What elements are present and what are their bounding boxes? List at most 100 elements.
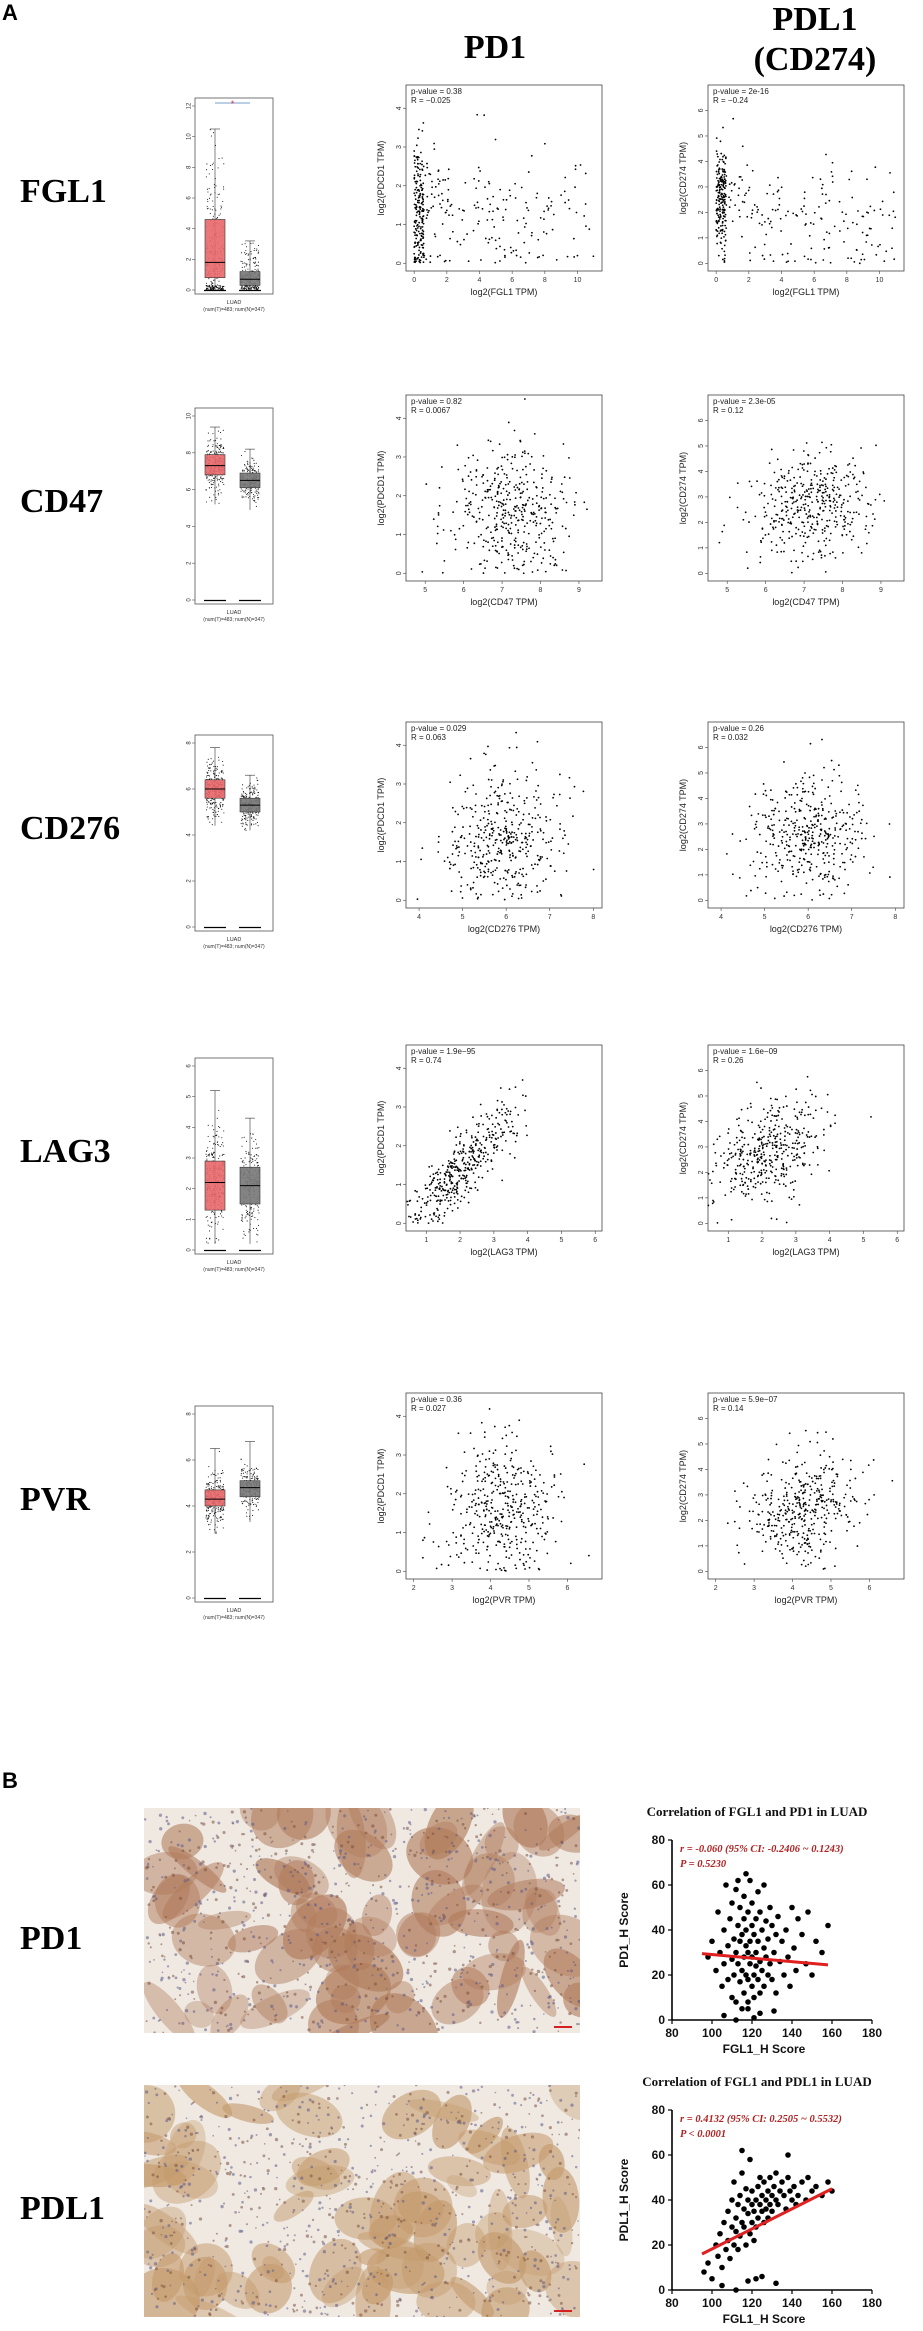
scatter-point — [718, 541, 721, 544]
scatter-point — [474, 804, 477, 807]
scatter-point — [828, 232, 831, 235]
scatter-point — [487, 778, 490, 781]
boxplot-tick-label: 4 — [187, 833, 193, 837]
scatter-point — [422, 198, 425, 201]
scatter-point — [763, 258, 766, 260]
significance-star: * — [231, 99, 235, 109]
boxplot-point — [221, 157, 223, 159]
scatter-point — [505, 844, 508, 846]
boxplot-point — [244, 252, 246, 254]
scatter-point — [720, 152, 723, 155]
scatter-point — [478, 563, 481, 566]
scatter-point — [748, 252, 751, 254]
scatter-point — [774, 486, 777, 489]
boxplot-point — [258, 1206, 260, 1208]
boxplot-point — [247, 268, 249, 270]
boxplot-point — [216, 278, 218, 280]
scatter-point — [559, 823, 562, 825]
scatter-point — [556, 804, 558, 807]
boxplot-point — [221, 445, 223, 447]
scatter-point — [718, 167, 721, 170]
scatter-point — [828, 855, 830, 857]
scatter-point — [501, 1113, 504, 1116]
boxplot-point — [256, 490, 258, 492]
scatter-pvalue: p-value = 1.9e−95 — [411, 1047, 476, 1056]
scatter-point — [819, 833, 822, 835]
scatter-point — [801, 842, 804, 845]
scatter-point — [450, 203, 453, 206]
boxplot-point — [222, 200, 224, 203]
boxplot-point — [216, 196, 218, 198]
scatter-point — [416, 158, 419, 161]
scatter-point — [845, 533, 848, 536]
scatter-point — [731, 220, 734, 223]
scatter-point — [738, 187, 740, 190]
scatter-point — [499, 501, 502, 504]
scatter-point — [497, 802, 500, 804]
boxplot-point — [252, 1158, 254, 1161]
boxplot-point — [221, 1137, 223, 1139]
scatter-point — [543, 210, 546, 213]
boxplot-point — [243, 817, 246, 820]
scatter-point — [474, 855, 477, 858]
scatter-xtick-label: 6 — [462, 587, 466, 594]
scatter-point — [422, 237, 424, 240]
scatter-point — [889, 171, 891, 174]
scatter-point — [782, 519, 785, 521]
boxplot-point — [253, 790, 255, 792]
scatter-point — [497, 484, 500, 487]
scatter-point — [826, 494, 829, 497]
scatter-point — [470, 1187, 473, 1190]
boxplot-point — [213, 183, 215, 186]
scatter-point — [785, 830, 787, 833]
scatter-point — [522, 217, 525, 220]
scatter-point — [786, 500, 789, 503]
scatter-point — [748, 521, 750, 523]
scatter-point — [838, 774, 841, 777]
scatter-point — [721, 208, 724, 211]
boxplot-point — [221, 771, 223, 773]
scatter-point — [803, 816, 806, 819]
scatter-point — [865, 524, 868, 527]
scatter-point — [790, 507, 793, 510]
boxplot-point — [209, 763, 211, 765]
scatter-point — [770, 448, 773, 451]
scatter-point — [466, 1182, 468, 1185]
scatter-point — [517, 507, 520, 509]
scatter-point — [758, 867, 761, 870]
scatter-point — [441, 571, 444, 574]
boxplot-point — [211, 1155, 213, 1157]
scatter-point — [801, 797, 803, 800]
scatter-point — [835, 493, 838, 496]
scatter-point — [845, 829, 848, 832]
scatter-point — [473, 842, 476, 845]
scatter-point — [527, 209, 530, 212]
scatter-point — [414, 198, 417, 201]
scatter-point — [538, 533, 540, 536]
boxplot-point — [242, 823, 244, 825]
scatter-point — [566, 255, 569, 258]
scatter-point — [462, 1162, 465, 1165]
scatter-point — [844, 516, 847, 519]
scatter-point — [453, 1202, 456, 1205]
boxplot-point — [250, 1133, 252, 1135]
boxplot-point — [217, 167, 219, 169]
scatter-point — [469, 806, 472, 809]
scatter-point — [481, 518, 484, 521]
boxplot-tick-label: 5 — [187, 1094, 193, 1098]
scatter-point — [520, 518, 523, 521]
scatter-point — [434, 185, 437, 188]
scatter-point — [504, 208, 507, 211]
scatter-point — [842, 811, 845, 814]
scatter-point — [838, 764, 840, 767]
boxplot-point — [220, 205, 222, 207]
boxplot-point — [211, 1152, 213, 1154]
scatter-point — [724, 162, 726, 165]
scatter-point — [433, 142, 436, 145]
boxplot-fgl1: 0 2 4 6 8 10 12 * LUAD (num(T)=483; num(N)=347) — [173, 90, 283, 325]
scatter-point — [471, 1150, 474, 1152]
scatter-point — [860, 447, 862, 449]
scatter-point — [507, 554, 509, 557]
boxplot-point — [258, 493, 260, 495]
boxplot-point — [207, 767, 209, 769]
